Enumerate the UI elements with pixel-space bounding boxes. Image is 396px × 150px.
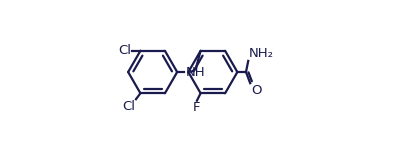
Text: F: F xyxy=(193,101,200,114)
Text: NH: NH xyxy=(185,66,205,79)
Text: Cl: Cl xyxy=(118,44,131,57)
Text: NH₂: NH₂ xyxy=(249,47,274,60)
Text: Cl: Cl xyxy=(122,100,135,113)
Text: O: O xyxy=(251,84,261,97)
